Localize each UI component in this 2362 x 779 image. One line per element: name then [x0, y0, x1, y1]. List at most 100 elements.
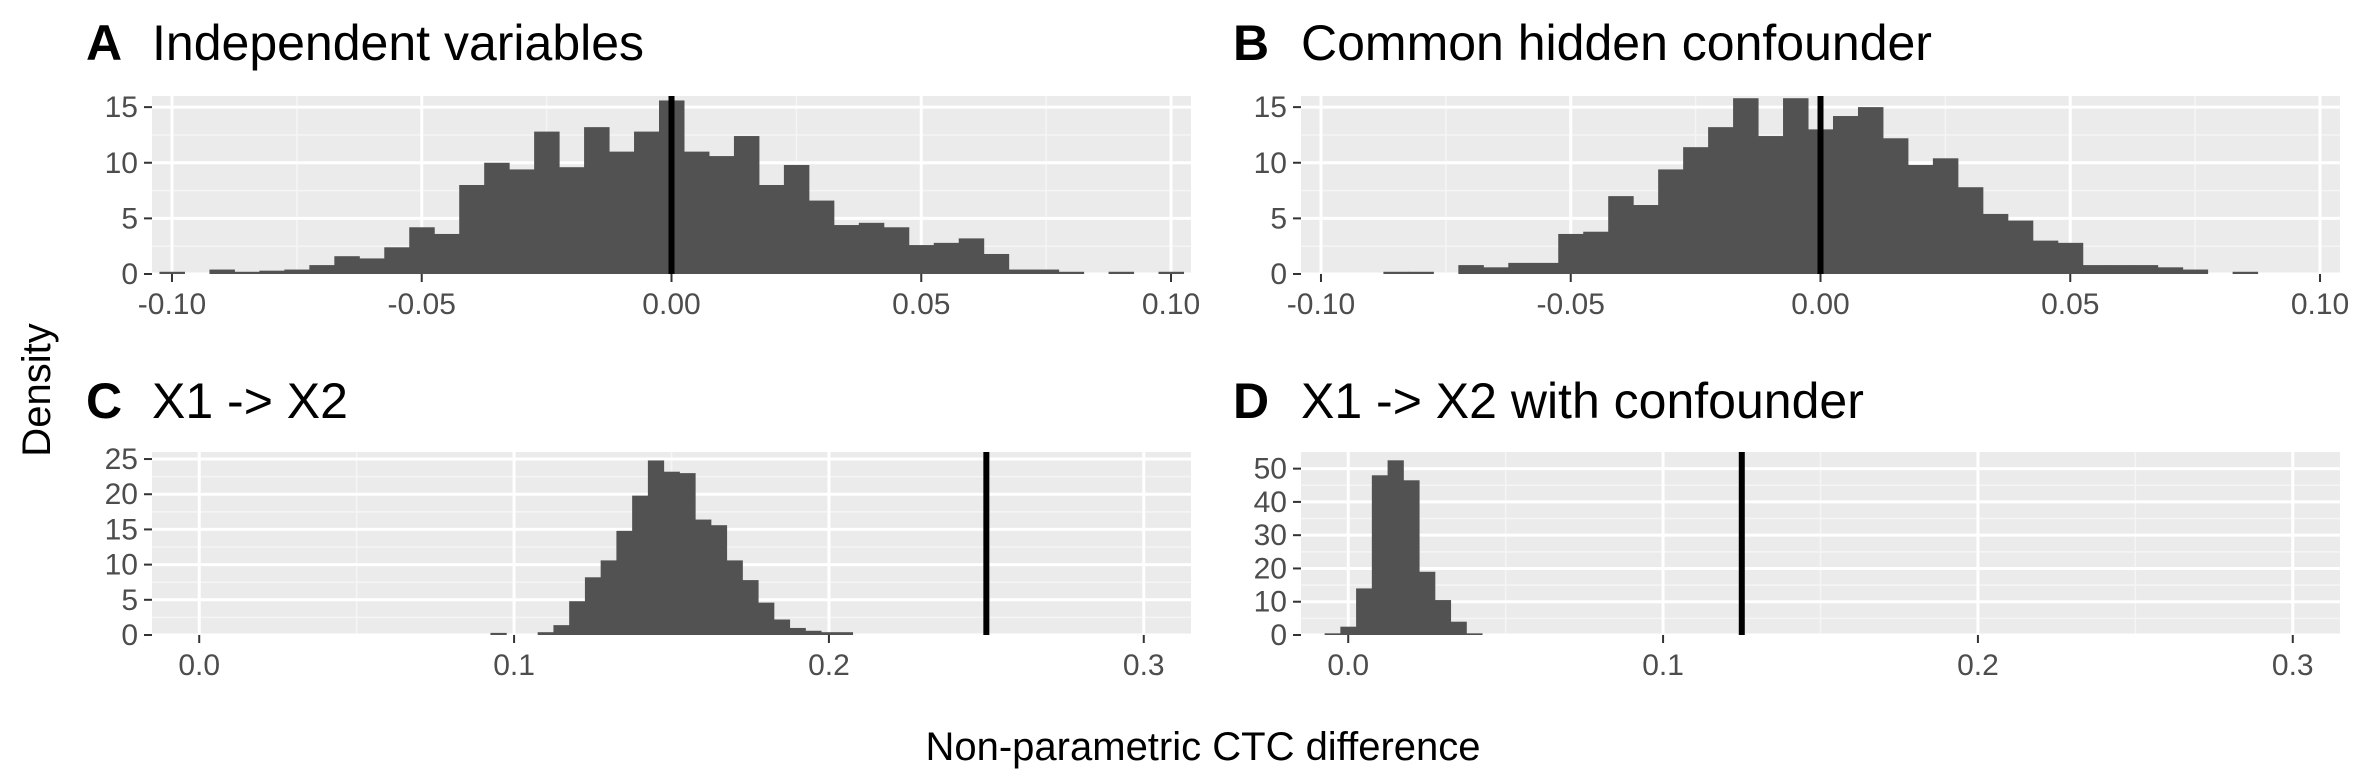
panel-a-bar — [209, 269, 235, 274]
panel-b-bar — [1558, 233, 1584, 274]
panel-b-x-tick-label: -0.10 — [1287, 288, 1355, 321]
panel-c-y-tick-label: 15 — [105, 513, 138, 546]
panel-d-bar — [1340, 626, 1357, 635]
panel-a-bar — [359, 258, 385, 274]
panel-a-y-tick-label: 5 — [121, 202, 138, 235]
panel-b-bar — [1683, 147, 1709, 274]
panel-b-bar — [2157, 267, 2184, 274]
panel-a-bar — [758, 185, 785, 274]
panel-a-bar — [983, 253, 1010, 274]
panel-b-plot: 0 5 10 15 -0.10 -0.05 0.00 0.05 0.10 — [1254, 91, 2350, 321]
panel-b-title: Common hidden confounder — [1301, 15, 1932, 71]
panel-c-bar — [695, 519, 712, 635]
panel-a-bar — [259, 270, 285, 274]
panel-d-bar — [1466, 633, 1483, 635]
panel-a-bar — [434, 233, 460, 274]
panel-d-title: X1 -> X2 with confounder — [1301, 373, 1864, 429]
panel-b-bar — [1633, 205, 1659, 274]
panel-a-bar — [908, 245, 935, 274]
panel-b-bar — [1458, 265, 1484, 274]
panel-a-bar — [1033, 269, 1060, 274]
panel-a-bar — [783, 164, 810, 274]
panel-c-bar — [647, 460, 665, 635]
panel-a-bar — [1108, 271, 1135, 274]
panel-c-bar — [584, 577, 602, 635]
panel-b-y-tick-label: 0 — [1270, 258, 1287, 291]
panel-a-bar — [384, 247, 410, 274]
panel-a-bar — [808, 200, 835, 274]
panel-a-bar — [1058, 271, 1085, 274]
panel-d-bar — [1450, 621, 1467, 635]
panel-c-title: X1 -> X2 — [152, 373, 348, 429]
panel-a-bar — [609, 151, 635, 274]
panel-a-bar — [409, 227, 435, 274]
panel-d-x-tick-label: 0.1 — [1642, 649, 1684, 682]
panel-b-bar — [2132, 265, 2159, 274]
panel-c-x-tick-label: 0.1 — [493, 649, 535, 682]
panel-b-bar — [1857, 107, 1884, 274]
panel-b-bar — [1882, 138, 1909, 274]
panel-b-bar — [1733, 98, 1759, 274]
panel-b-bar — [1783, 98, 1809, 274]
panel-a-bar — [634, 131, 660, 274]
panel-b-bar — [2032, 240, 2059, 274]
panel-b-bar — [1907, 164, 1934, 274]
panel-d-y-tick-label: 20 — [1254, 552, 1287, 585]
panel-c-bar — [742, 580, 759, 635]
panel-b-bar — [1508, 262, 1534, 274]
panel-d-x-tick-label: 0.3 — [2272, 649, 2314, 682]
panel-c-bar — [758, 602, 775, 635]
panel-b-bar — [2232, 271, 2259, 274]
panel-a-bar — [858, 222, 885, 274]
panel-d-y-tick-label: 0 — [1270, 619, 1287, 652]
panel-c-bar — [805, 630, 822, 635]
panel-a-bar — [234, 271, 260, 274]
panel-b-letter: B — [1233, 15, 1269, 71]
panel-a-x-tick-label: 0.05 — [892, 288, 950, 321]
panel-c-letter: C — [86, 373, 122, 429]
panel-b-bar — [2057, 242, 2084, 274]
panel-c-y-tick-label: 20 — [105, 478, 138, 511]
panel-a-bar — [883, 227, 910, 274]
panel-d-bar — [1371, 475, 1389, 635]
panel-c-bar — [490, 632, 507, 635]
panel-d-bar — [1324, 633, 1341, 635]
panel-c-bar — [600, 560, 617, 635]
panel-a-bar — [683, 151, 710, 274]
panel-c-bar — [663, 471, 680, 635]
panel-a-x-tick-label: 0.00 — [642, 288, 700, 321]
panel-b-bar — [1982, 213, 2009, 274]
panel-b-x-tick-label: -0.05 — [1537, 288, 1605, 321]
panel-c-bar — [836, 632, 854, 635]
panel-a-bar — [309, 265, 335, 274]
panel-c-y-tick-label: 25 — [105, 443, 138, 476]
panel-a-bar — [534, 131, 560, 274]
panel-a-y-tick-label: 10 — [105, 147, 138, 180]
panel-c-y-tick-label: 0 — [121, 619, 138, 652]
panel-c-bar — [821, 632, 838, 635]
panel-d-x-tick-label: 0.2 — [1957, 649, 1999, 682]
panel-a-x-tick-label: -0.05 — [388, 288, 456, 321]
panel-a-y-tick-label: 15 — [105, 91, 138, 124]
panel-c-bar — [537, 632, 554, 635]
panel-d-x-tick-label: 0.0 — [1327, 649, 1369, 682]
panel-d-y-tick-label: 30 — [1254, 519, 1287, 552]
panel-c-bar — [569, 601, 586, 635]
panel-a-bar — [559, 167, 585, 274]
panel-b-bar — [1533, 262, 1559, 274]
panel-a-bar — [933, 242, 960, 274]
panel-a-bar — [159, 271, 185, 274]
panel-a: A Independent variables 0 5 10 15 -0.10 -0.05… — [86, 15, 1200, 321]
panel-a-bar — [1158, 271, 1185, 274]
panel-d-letter: D — [1233, 373, 1269, 429]
panel-a-bar — [1008, 269, 1035, 274]
panel-a-bar — [334, 256, 360, 274]
panel-b-bar — [2007, 220, 2034, 274]
panel-a-bar — [733, 136, 760, 274]
panel-d-bar — [1387, 460, 1404, 635]
panel-b-bar — [1758, 136, 1784, 274]
x-axis-title: Non-parametric CTC difference — [925, 725, 1480, 769]
panel-b-x-tick-label: 0.00 — [1791, 288, 1849, 321]
